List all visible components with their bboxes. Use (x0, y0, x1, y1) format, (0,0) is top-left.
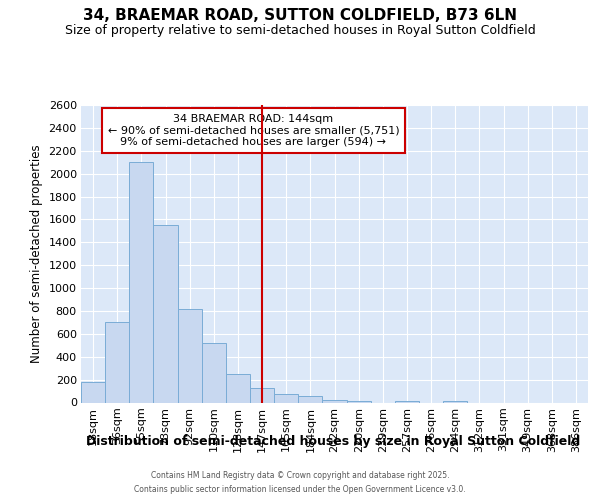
Bar (274, 394, 298, 402)
Bar (178, 308, 202, 402)
Text: 34, BRAEMAR ROAD, SUTTON COLDFIELD, B73 6LN: 34, BRAEMAR ROAD, SUTTON COLDFIELD, B73 … (83, 8, 517, 22)
Bar (202, 343, 226, 402)
Bar (298, 396, 322, 402)
Text: Distribution of semi-detached houses by size in Royal Sutton Coldfield: Distribution of semi-detached houses by … (86, 435, 580, 448)
Bar (395, 401, 419, 402)
Text: Size of property relative to semi-detached houses in Royal Sutton Coldfield: Size of property relative to semi-detach… (65, 24, 535, 37)
Y-axis label: Number of semi-detached properties: Number of semi-detached properties (30, 144, 43, 363)
Bar (129, 162, 154, 402)
Bar (226, 374, 250, 402)
Text: Contains public sector information licensed under the Open Government Licence v3: Contains public sector information licen… (134, 485, 466, 494)
Bar (322, 400, 347, 402)
Bar (154, 225, 178, 402)
Bar (81, 382, 105, 402)
Text: 34 BRAEMAR ROAD: 144sqm
← 90% of semi-detached houses are smaller (5,751)
9% of : 34 BRAEMAR ROAD: 144sqm ← 90% of semi-de… (107, 114, 399, 147)
Bar (250, 388, 274, 402)
Text: Contains HM Land Registry data © Crown copyright and database right 2025.: Contains HM Land Registry data © Crown c… (151, 471, 449, 480)
Bar (105, 322, 129, 402)
